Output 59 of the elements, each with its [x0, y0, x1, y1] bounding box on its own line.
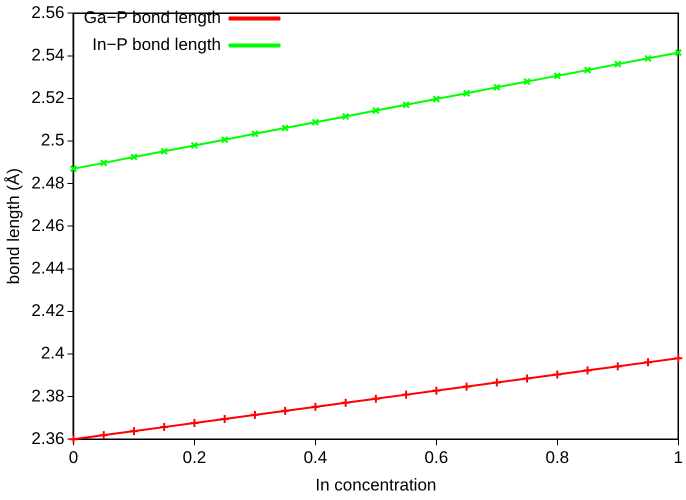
point — [342, 112, 350, 120]
point — [582, 365, 593, 376]
x-tick-label: 0.8 — [545, 448, 570, 468]
point — [614, 60, 622, 68]
y-tick-label: 2.48 — [31, 173, 64, 192]
point — [98, 430, 109, 440]
point — [522, 373, 532, 384]
point — [220, 136, 229, 144]
point — [100, 159, 108, 167]
point — [159, 422, 170, 432]
point — [402, 100, 410, 109]
point — [280, 406, 290, 416]
x-axis-title: In concentration — [315, 475, 436, 494]
point — [553, 72, 562, 80]
y-tick-label: 2.42 — [31, 301, 64, 320]
point — [431, 386, 442, 396]
point — [189, 418, 200, 428]
point — [220, 414, 230, 424]
point — [401, 390, 412, 400]
point — [552, 369, 562, 380]
point — [190, 142, 198, 150]
point — [160, 147, 168, 156]
point — [643, 357, 654, 368]
point — [493, 83, 501, 92]
point — [523, 78, 531, 86]
point — [674, 48, 682, 56]
y-tick-label: 2.46 — [31, 216, 64, 235]
point — [281, 124, 289, 132]
y-tick-label: 2.56 — [31, 2, 64, 22]
point — [644, 54, 652, 62]
y-tick-label: 2.52 — [31, 88, 64, 108]
point — [432, 95, 440, 103]
point — [310, 402, 320, 412]
y-axis-title: bond length (Å) — [4, 168, 23, 284]
x-tick-label: 0.2 — [182, 448, 206, 468]
point — [584, 66, 592, 74]
y-tick-label: 2.36 — [31, 428, 64, 448]
point — [612, 361, 623, 372]
point — [128, 426, 139, 436]
point — [250, 410, 260, 420]
x-tick-label: 1 — [674, 448, 684, 468]
point — [312, 118, 320, 126]
point — [340, 398, 351, 408]
x-tick-label: 0 — [68, 448, 78, 468]
y-tick-label: 2.44 — [31, 258, 64, 278]
y-tick-label: 2.54 — [31, 45, 64, 64]
y-tick-label: 2.5 — [40, 130, 64, 150]
point — [251, 130, 259, 138]
x-tick-label: 0.4 — [304, 448, 328, 468]
y-tick-label: 2.4 — [40, 344, 64, 363]
point — [370, 394, 381, 404]
legend-label: In−P bond length — [92, 35, 222, 54]
point — [492, 378, 502, 388]
point — [462, 382, 472, 392]
point — [462, 89, 470, 98]
point — [130, 153, 138, 161]
point — [372, 106, 380, 114]
y-tick-label: 2.38 — [31, 386, 64, 406]
x-tick-label: 0.6 — [424, 448, 448, 468]
